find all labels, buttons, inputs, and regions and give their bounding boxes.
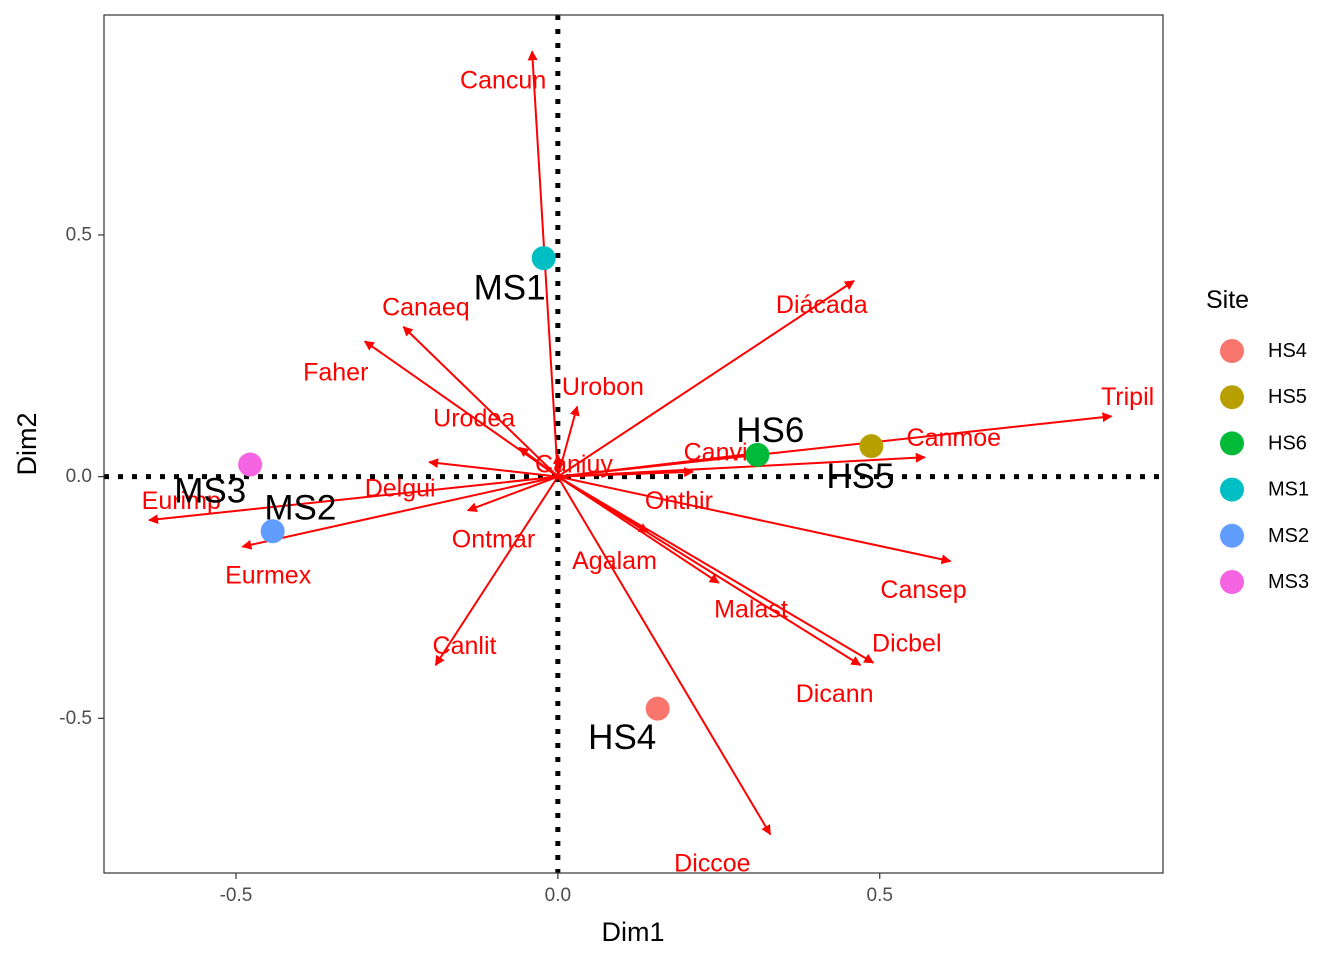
variable-label: Eurmex (225, 562, 312, 590)
x-tick-label: 0.0 (545, 885, 571, 906)
variable-label: Canlit (433, 632, 497, 660)
arrow-canmoe (557, 452, 926, 478)
variable-label: Delgui (365, 475, 436, 503)
variable-label: Urobon (562, 373, 644, 401)
legend-label: HS6 (1268, 432, 1307, 454)
site-point-hs6 (745, 442, 770, 467)
legend-key-ms2 (1220, 523, 1244, 548)
legend-label: HS5 (1268, 386, 1307, 408)
legend-key-hs4 (1220, 339, 1244, 363)
variable-label: Canvi (684, 438, 748, 466)
site-point-hs4 (645, 696, 670, 721)
arrow-urodea (518, 446, 559, 478)
legend-label: MS3 (1268, 571, 1309, 593)
arrow-canvi (557, 448, 765, 478)
arrow-diccoe (556, 476, 772, 836)
x-tick-label: 0.5 (867, 885, 893, 906)
variable-label: Tripil (1101, 383, 1154, 411)
y-tick-label: -0.5 (59, 708, 92, 729)
variable-label: Faher (303, 359, 368, 387)
arrow-cansep (557, 475, 952, 565)
variable-label: Cancun (460, 66, 546, 94)
x-tick-label: -0.5 (220, 885, 253, 906)
variable-label: Ontmar (452, 525, 535, 553)
y-tick-label: 0.0 (66, 466, 92, 487)
site-label: MS3 (174, 472, 246, 511)
legend-key-ms1 (1220, 477, 1244, 502)
arrow-eurmex (241, 475, 559, 550)
variable-label: Canjuy (535, 451, 613, 479)
variable-label: Urodea (433, 405, 515, 433)
variable-label: Canaeq (382, 293, 470, 321)
arrow-ontmar (466, 475, 559, 512)
legend-key-hs6 (1220, 431, 1244, 456)
variable-label: Onthir (645, 487, 713, 515)
y-tick-label: 0.5 (66, 224, 92, 245)
panel-border (103, 14, 1164, 874)
reference-lines (104, 15, 1163, 873)
variable-label: Dicann (796, 680, 874, 708)
site-point-ms3 (238, 452, 263, 477)
site-label: HS5 (826, 457, 894, 496)
variable-label: Canmoe (907, 424, 1002, 452)
legend-label: HS4 (1268, 340, 1307, 362)
legend: Site HS4 HS5 HS6 MS1 MS2 MS3 (1206, 286, 1309, 594)
variable-label: Malast (714, 596, 788, 624)
site-label: HS6 (736, 411, 804, 450)
arrow-dicbel (557, 475, 875, 664)
arrow-diácada (557, 280, 855, 478)
site-point-hs5 (859, 434, 884, 459)
legend-title: Site (1206, 286, 1249, 314)
site-point-ms1 (531, 246, 556, 271)
y-axis-title: Dim2 (12, 412, 42, 475)
variable-label: Agalam (572, 547, 657, 575)
legend-label: MS1 (1268, 479, 1309, 501)
arrow-delgui (428, 458, 558, 478)
legend-key-ms3 (1220, 570, 1244, 594)
site-label: MS2 (264, 489, 336, 528)
site-points (238, 246, 884, 721)
arrow-canaeq (402, 326, 559, 478)
legend-items: HS4 HS5 HS6 MS1 MS2 MS3 (1220, 339, 1309, 594)
arrow-eurimp (148, 475, 558, 525)
arrow-dicann (557, 475, 862, 666)
variable-label: Diácada (776, 291, 868, 319)
legend-key-hs5 (1220, 385, 1244, 410)
legend-label: MS2 (1268, 525, 1309, 547)
site-label: HS4 (588, 718, 656, 757)
variable-label: Eurimp (142, 487, 221, 515)
arrow-onthir (557, 467, 695, 478)
site-label: MS1 (474, 269, 546, 308)
y-axis: -0.5 0.0 0.5 (59, 224, 104, 729)
variable-label: Dicbel (872, 629, 941, 657)
arrow-canlit (434, 476, 559, 666)
variable-label: Cansep (880, 576, 966, 604)
site-labels: HS4 HS5 HS6 MS1 MS2 MS3 (174, 269, 894, 758)
arrow-urobon (556, 405, 580, 477)
variable-labels: Cancun Diácada Canaeq Faher Urobon Urodea Trip… (142, 66, 1155, 877)
x-axis: -0.5 0.0 0.5 (220, 873, 893, 906)
site-point-ms2 (260, 519, 285, 544)
x-axis-title: Dim1 (601, 917, 664, 947)
